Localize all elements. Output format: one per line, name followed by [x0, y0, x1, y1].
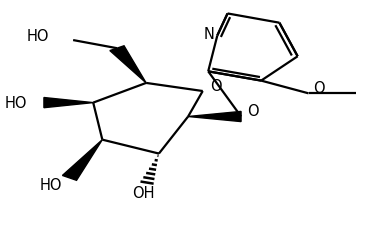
- Text: OH: OH: [132, 186, 155, 201]
- Text: HO: HO: [4, 96, 27, 111]
- Polygon shape: [44, 97, 93, 108]
- Text: O: O: [247, 104, 259, 119]
- Polygon shape: [110, 46, 146, 83]
- Text: HO: HO: [27, 29, 50, 44]
- Polygon shape: [62, 140, 102, 180]
- Text: N: N: [204, 27, 215, 42]
- Text: HO: HO: [40, 178, 63, 193]
- Text: O: O: [313, 81, 324, 96]
- Text: O: O: [210, 79, 221, 94]
- Polygon shape: [188, 111, 241, 122]
